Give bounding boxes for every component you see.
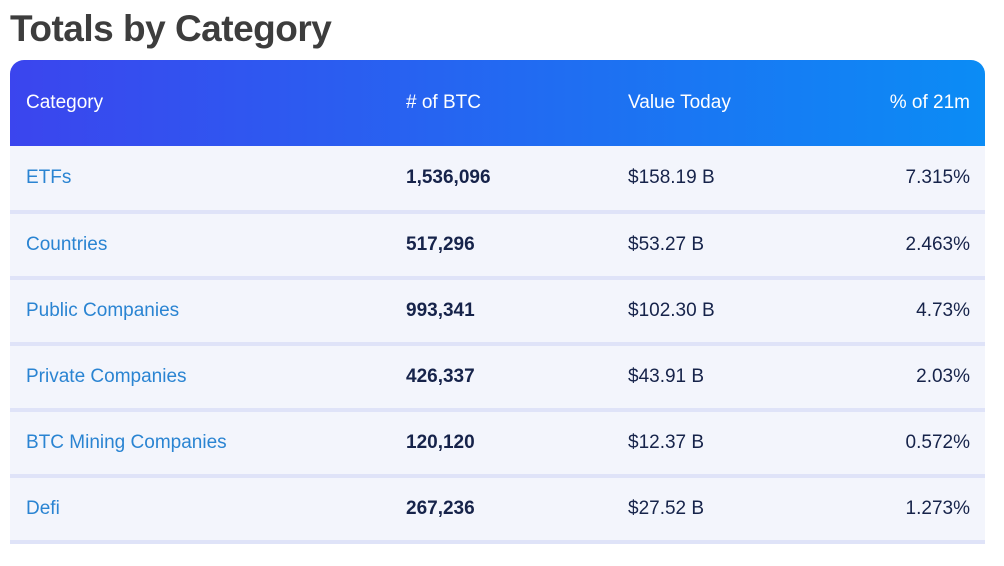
category-link-defi[interactable]: Defi bbox=[26, 498, 60, 519]
value-today-cell: $12.37 B bbox=[628, 410, 880, 478]
category-link-btc-mining-companies[interactable]: BTC Mining Companies bbox=[26, 432, 227, 453]
table-header: Category # of BTC Value Today % of 21m bbox=[10, 60, 985, 146]
category-cell: Private Companies bbox=[10, 344, 406, 412]
category-link-etfs[interactable]: ETFs bbox=[26, 167, 72, 188]
btc-count-cell: 1,536,096 bbox=[406, 146, 628, 214]
value-today-cell: $158.19 B bbox=[628, 146, 880, 214]
btc-count-cell: 267,236 bbox=[406, 476, 628, 544]
pct-of-21m-cell: 0.572% bbox=[880, 410, 985, 478]
table-row: BTC Mining Companies 120,120 $12.37 B 0.… bbox=[10, 410, 985, 478]
pct-of-21m-cell: 4.73% bbox=[880, 278, 985, 346]
pct-of-21m-cell: 2.03% bbox=[880, 344, 985, 412]
value-today-cell: $43.91 B bbox=[628, 344, 880, 412]
category-link-public-companies[interactable]: Public Companies bbox=[26, 300, 180, 321]
totals-table-card: Category # of BTC Value Today % of 21m E… bbox=[10, 60, 985, 544]
btc-count-cell: 426,337 bbox=[406, 344, 628, 412]
column-header-pct-of-21m: % of 21m bbox=[889, 92, 970, 113]
table-row: Countries 517,296 $53.27 B 2.463% bbox=[10, 212, 985, 280]
table-row: Defi 267,236 $27.52 B 1.273% bbox=[10, 476, 985, 544]
column-header-btc: # of BTC bbox=[406, 92, 481, 113]
category-cell: BTC Mining Companies bbox=[10, 410, 406, 478]
pct-of-21m-cell: 7.315% bbox=[880, 146, 985, 214]
btc-count-cell: 517,296 bbox=[406, 212, 628, 280]
category-cell: ETFs bbox=[10, 146, 406, 214]
column-header-value-today: Value Today bbox=[628, 92, 731, 113]
table-body: ETFs 1,536,096 $158.19 B 7.315% Countrie… bbox=[10, 146, 985, 544]
category-cell: Public Companies bbox=[10, 278, 406, 346]
category-link-private-companies[interactable]: Private Companies bbox=[26, 366, 187, 387]
category-link-countries[interactable]: Countries bbox=[26, 234, 108, 255]
totals-table: Category # of BTC Value Today % of 21m E… bbox=[10, 60, 985, 544]
btc-count-cell: 120,120 bbox=[406, 410, 628, 478]
column-header-category: Category bbox=[26, 92, 104, 113]
value-today-cell: $27.52 B bbox=[628, 476, 880, 544]
btc-count-cell: 993,341 bbox=[406, 278, 628, 346]
table-row: ETFs 1,536,096 $158.19 B 7.315% bbox=[10, 146, 985, 214]
header-row: Category # of BTC Value Today % of 21m bbox=[10, 60, 985, 146]
table-row: Public Companies 993,341 $102.30 B 4.73% bbox=[10, 278, 985, 346]
pct-of-21m-cell: 2.463% bbox=[880, 212, 985, 280]
table-row: Private Companies 426,337 $43.91 B 2.03% bbox=[10, 344, 985, 412]
value-today-cell: $102.30 B bbox=[628, 278, 880, 346]
value-today-cell: $53.27 B bbox=[628, 212, 880, 280]
pct-of-21m-cell: 1.273% bbox=[880, 476, 985, 544]
category-cell: Defi bbox=[10, 476, 406, 544]
category-cell: Countries bbox=[10, 212, 406, 280]
page-title: Totals by Category bbox=[10, 8, 332, 49]
